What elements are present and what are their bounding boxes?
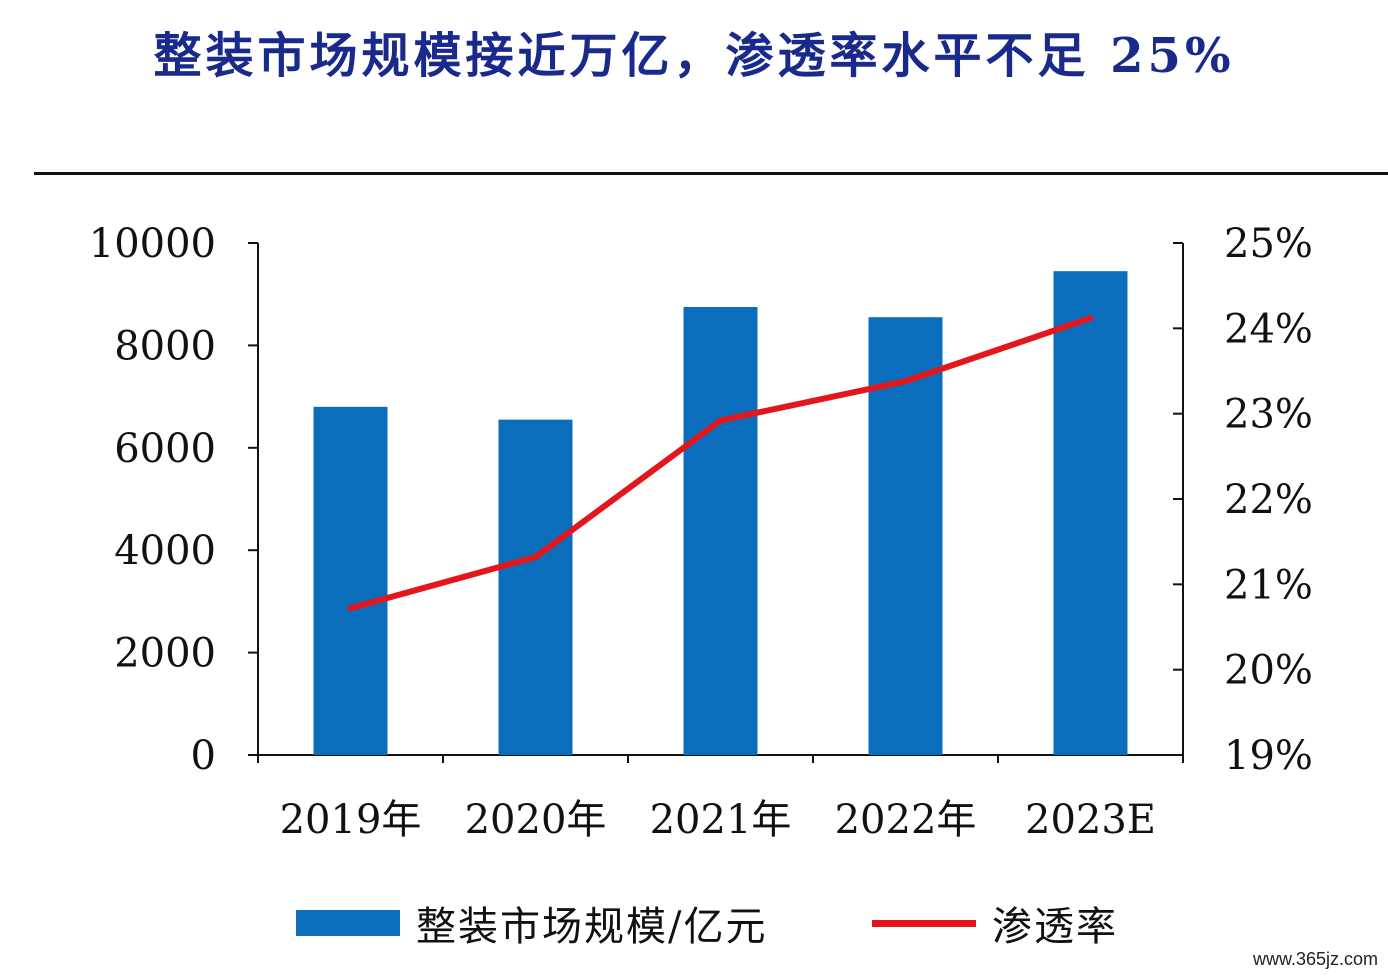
- combo-chart: 0 2000 4000 6000 8000 10000 19% 20% 21% 22% 23% 24%…: [89, 221, 1313, 843]
- legend: 整装市场规模/亿元 渗透率: [0, 893, 1388, 953]
- right-tick-label: 21%: [1224, 562, 1313, 608]
- legend-line-label: 渗透率: [992, 904, 1118, 950]
- x-tick-label: 2023E: [1025, 797, 1156, 843]
- bar: [498, 419, 573, 755]
- left-tick-label: 4000: [114, 528, 216, 574]
- x-tick-label: 2020年: [465, 797, 607, 843]
- line-point: [1087, 315, 1094, 322]
- left-tick-label: 8000: [114, 323, 216, 369]
- left-tick-label: 0: [191, 733, 216, 779]
- legend-bar-swatch: [296, 910, 400, 936]
- legend-line-swatch: [872, 919, 976, 927]
- line-point: [717, 417, 724, 424]
- bar: [313, 406, 388, 755]
- right-tick-label: 24%: [1224, 306, 1313, 352]
- legend-item-line: 渗透率: [872, 893, 1118, 953]
- bar: [1053, 271, 1128, 755]
- right-tick-label: 20%: [1224, 648, 1313, 694]
- bar: [868, 317, 943, 755]
- line-point: [902, 378, 909, 385]
- legend-item-bar: 整装市场规模/亿元: [296, 893, 767, 953]
- right-tick-label: 25%: [1224, 221, 1313, 267]
- title-divider: [34, 172, 1388, 175]
- x-tick-label: 2022年: [835, 797, 977, 843]
- line-layer: [347, 315, 1094, 612]
- left-tick-label: 10000: [89, 221, 216, 267]
- legend-bar-label: 整装市场规模/亿元: [416, 904, 768, 950]
- x-tick-label: 2021年: [650, 797, 792, 843]
- line-point: [347, 605, 354, 612]
- tick-labels: 0 2000 4000 6000 8000 10000 19% 20% 21% 22% 23% 24%…: [89, 221, 1313, 843]
- right-tick-label: 23%: [1224, 392, 1313, 438]
- line-point: [532, 554, 539, 561]
- bar: [683, 307, 758, 755]
- bars: [313, 271, 1128, 755]
- right-tick-label: 19%: [1224, 733, 1313, 779]
- watermark: www.365jz.com: [1252, 949, 1378, 969]
- right-tick-label: 22%: [1224, 477, 1313, 523]
- left-tick-label: 6000: [114, 426, 216, 472]
- x-tick-label: 2019年: [280, 797, 422, 843]
- left-tick-label: 2000: [114, 631, 216, 677]
- chart-title: 整装市场规模接近万亿，渗透率水平不足 25%: [153, 28, 1235, 84]
